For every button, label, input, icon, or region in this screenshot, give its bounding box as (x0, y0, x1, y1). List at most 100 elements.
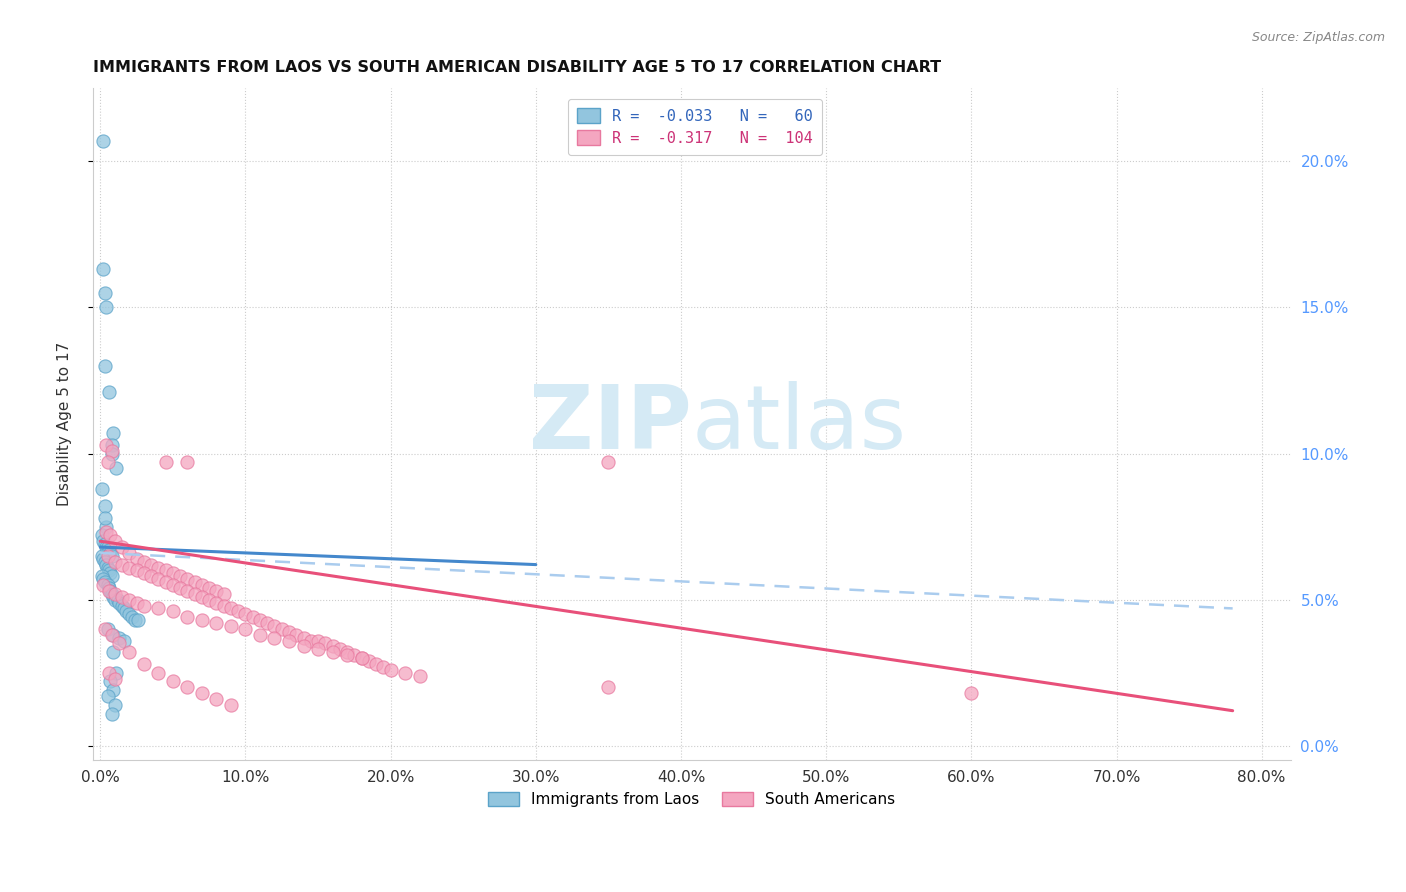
Point (118, 560, 141, 574)
Point (101, 443, 124, 458)
Point (96, 578, 118, 592)
Point (104, 672, 127, 686)
Point (98, 583, 121, 598)
Point (278, 624, 301, 639)
Point (249, 613, 271, 627)
Point (219, 619, 242, 633)
Point (205, 583, 228, 598)
Point (292, 640, 315, 654)
Point (219, 698, 242, 712)
Point (101, 438, 124, 452)
Point (139, 569, 162, 583)
Point (107, 592, 129, 607)
Point (98, 543, 121, 558)
Point (176, 583, 198, 598)
Point (93, 537, 115, 551)
Point (124, 613, 146, 627)
Point (162, 566, 184, 581)
Point (242, 610, 264, 624)
Point (350, 651, 373, 665)
Point (104, 592, 127, 607)
Point (96, 540, 118, 554)
Point (101, 628, 124, 642)
Point (169, 581, 191, 595)
Point (111, 558, 134, 572)
Point (100, 583, 122, 598)
Point (307, 633, 329, 648)
Point (108, 636, 131, 650)
Point (176, 455, 198, 469)
Point (101, 569, 124, 583)
Point (96, 549, 118, 563)
Legend: Immigrants from Laos, South Americans: Immigrants from Laos, South Americans (482, 786, 901, 814)
Point (598, 681, 620, 695)
Point (100, 546, 122, 560)
Point (205, 596, 228, 610)
Point (111, 540, 134, 554)
Text: atlas: atlas (692, 381, 907, 467)
Point (127, 613, 149, 627)
Point (148, 601, 170, 615)
Text: IMMIGRANTS FROM LAOS VS SOUTH AMERICAN DISABILITY AGE 5 TO 17 CORRELATION CHART: IMMIGRANTS FROM LAOS VS SOUTH AMERICAN D… (93, 60, 941, 75)
Point (105, 665, 128, 680)
Point (98, 581, 121, 595)
Point (205, 615, 228, 630)
Point (183, 575, 205, 590)
Point (108, 596, 131, 610)
Point (960, 686, 983, 700)
Point (94, 540, 117, 554)
Point (94, 525, 117, 540)
Point (191, 613, 214, 627)
Point (132, 555, 155, 569)
Point (191, 578, 214, 592)
Point (132, 657, 155, 671)
Point (101, 549, 124, 563)
Point (98, 564, 121, 578)
Point (90, 549, 112, 563)
Point (125, 564, 148, 578)
Point (162, 674, 184, 689)
Point (104, 587, 127, 601)
Point (235, 607, 257, 622)
Point (285, 628, 308, 642)
Point (121, 610, 143, 624)
Point (148, 665, 170, 680)
Point (125, 596, 148, 610)
Text: Source: ZipAtlas.com: Source: ZipAtlas.com (1251, 31, 1385, 45)
Point (162, 604, 184, 618)
Point (91, 534, 114, 549)
Point (212, 599, 235, 613)
Point (263, 619, 285, 633)
Point (132, 599, 155, 613)
Point (91, 134, 114, 148)
Point (93, 622, 115, 636)
Point (357, 654, 380, 668)
Point (155, 564, 177, 578)
Point (90, 569, 112, 583)
Point (183, 587, 205, 601)
Point (91, 262, 114, 277)
Point (380, 663, 402, 677)
Point (104, 698, 127, 712)
Point (101, 587, 124, 601)
Point (299, 633, 322, 648)
Point (155, 455, 177, 469)
Point (104, 555, 127, 569)
Point (198, 592, 221, 607)
Point (191, 686, 214, 700)
Point (108, 631, 131, 645)
Point (343, 648, 366, 663)
Point (93, 575, 115, 590)
Point (125, 551, 148, 566)
Point (336, 645, 359, 659)
Point (148, 560, 170, 574)
Point (93, 285, 115, 300)
Point (103, 426, 125, 441)
Point (111, 590, 134, 604)
Point (205, 692, 228, 706)
Point (93, 511, 115, 525)
Point (191, 590, 214, 604)
Point (103, 683, 125, 698)
Point (278, 633, 301, 648)
Point (263, 631, 285, 645)
